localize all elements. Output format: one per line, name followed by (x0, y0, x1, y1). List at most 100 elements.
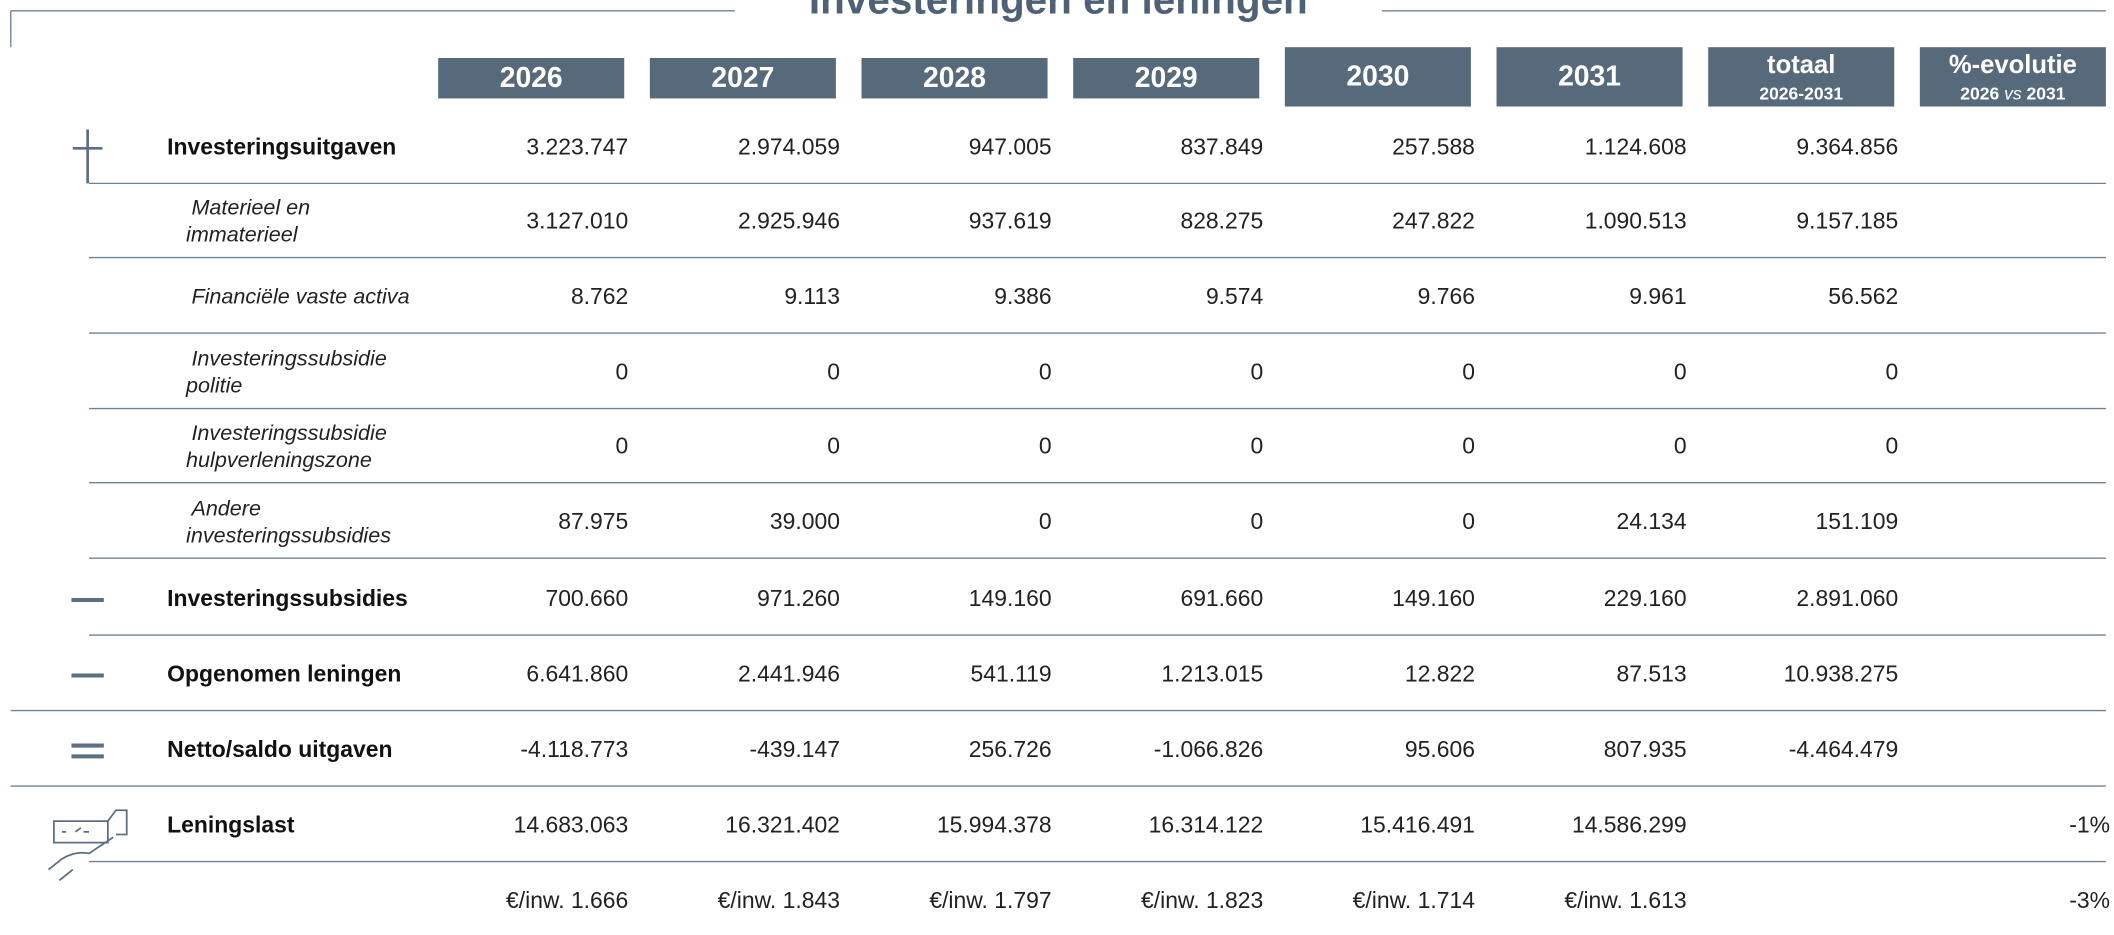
header-label: 2031 (1558, 60, 1621, 92)
cell-value: 6.641.860 (526, 661, 628, 687)
cell-value: 2.441.946 (738, 661, 840, 687)
cell-value: 0 (1462, 433, 1475, 459)
header-cell (1496, 47, 1683, 107)
cell-value: 10.938.275 (1784, 661, 1899, 687)
cell-value: 14.586.299 (1572, 812, 1687, 838)
cell-value: -439.147 (750, 736, 840, 762)
cell-value: 14.683.063 (514, 812, 629, 838)
header-cell (649, 57, 836, 99)
row-label: Opgenomen leningen (167, 661, 401, 687)
cell-value: 1.213.015 (1161, 661, 1263, 687)
cell-value: 15.994.378 (937, 812, 1052, 838)
cell-value: -3% (2069, 887, 2110, 913)
cell-value: 9.364.856 (1796, 133, 1898, 159)
cell-value: 9.113 (784, 283, 840, 309)
cell-value: 828.275 (1180, 208, 1263, 234)
cell-value: 9.386 (994, 283, 1051, 309)
cell-value: -1% (2069, 812, 2110, 838)
header-cell (861, 57, 1048, 99)
cell-value: 2.925.946 (738, 208, 840, 234)
cell-value: 149.160 (969, 585, 1052, 611)
cell-value: -4.464.479 (1789, 736, 1899, 762)
cell-value: 247.822 (1392, 208, 1475, 234)
cell-value: 1.124.608 (1585, 133, 1687, 159)
cell-value: 95.606 (1405, 736, 1475, 762)
cell-value: 541.119 (970, 661, 1051, 687)
cell-value: 0 (1886, 359, 1899, 385)
cell-value: -1.066.826 (1154, 736, 1264, 762)
cell-value: 0 (616, 359, 629, 385)
cell-value: 39.000 (770, 508, 840, 534)
header-label: 2026 (500, 61, 563, 93)
cell-value: 256.726 (969, 736, 1052, 762)
cell-value: 12.822 (1405, 661, 1475, 687)
cell-value: €/inw. 1.797 (929, 887, 1051, 913)
header-sub-part: 2026-2031 (1759, 83, 1843, 103)
cell-value: 0 (1462, 508, 1475, 534)
cell-value: 2.974.059 (738, 133, 840, 159)
cell-value: 16.314.122 (1149, 812, 1264, 838)
cell-value: 9.766 (1418, 283, 1475, 309)
cell-value: 149.160 (1392, 585, 1475, 611)
cell-value: €/inw. 1.613 (1564, 887, 1686, 913)
header-sub: 2026-2031 (1759, 83, 1843, 103)
row-label: Investeringssubsidies (167, 585, 408, 611)
cell-value: 0 (1039, 359, 1052, 385)
cell-value: 0 (1886, 433, 1899, 459)
cell-value: 16.321.402 (725, 812, 840, 838)
icon-hand (47, 809, 128, 882)
row-label: politie (185, 373, 242, 398)
cell-value: €/inw. 1.666 (506, 887, 628, 913)
cell-value: 0 (1674, 359, 1687, 385)
cell-value: 1.090.513 (1585, 208, 1687, 234)
cell-value: 0 (1462, 359, 1475, 385)
cell-value: 0 (1251, 433, 1264, 459)
header-label: 2029 (1135, 61, 1198, 93)
cell-value: 3.223.747 (526, 133, 628, 159)
header-cell (1919, 47, 2106, 107)
cell-value: 8.762 (571, 283, 628, 309)
title: Investeringen en leningen (809, 0, 1308, 22)
header-label: 2028 (923, 61, 986, 93)
cell-value: 947.005 (969, 133, 1052, 159)
cell-value: 9.157.185 (1796, 208, 1898, 234)
cell-value: 0 (1251, 508, 1264, 534)
cell-value: 2.891.060 (1796, 585, 1898, 611)
cell-value: 9.961 (1629, 283, 1686, 309)
cell-value: 3.127.010 (526, 208, 628, 234)
header-label: 2027 (711, 61, 774, 93)
row-label: Investeringssubsidie (191, 420, 386, 445)
row-label: hulpverleningszone (186, 447, 372, 472)
header-cell (438, 57, 625, 99)
cell-value: 257.588 (1392, 133, 1475, 159)
row-label: Netto/saldo uitgaven (167, 736, 392, 762)
cell-value: 151.109 (1815, 508, 1898, 534)
cell-value: 0 (827, 359, 840, 385)
row-label: Andere (189, 495, 261, 520)
cell-value: €/inw. 1.714 (1353, 887, 1476, 913)
cell-value: -4.118.773 (520, 736, 628, 762)
cell-value: 971.260 (757, 585, 840, 611)
header-cell (1284, 47, 1471, 107)
row-label: Materieel en (191, 195, 310, 220)
cell-value: 0 (1039, 508, 1052, 534)
cell-value: 700.660 (545, 585, 628, 611)
cell-value: 807.935 (1604, 736, 1687, 762)
cell-value: 691.660 (1180, 585, 1263, 611)
cell-value: €/inw. 1.843 (718, 887, 840, 913)
header-label: totaal (1767, 51, 1835, 79)
cell-value: 0 (1251, 359, 1264, 385)
row-label: Investeringsuitgaven (167, 133, 396, 159)
header-cell (1073, 57, 1260, 99)
cell-value: 837.849 (1180, 133, 1263, 159)
cell-value: 229.160 (1604, 585, 1687, 611)
row-label: immaterieel (186, 222, 299, 247)
cell-value: 0 (1674, 433, 1687, 459)
cell-value: 56.562 (1828, 283, 1898, 309)
row-label: Leningslast (167, 812, 295, 838)
cell-value: €/inw. 1.823 (1141, 887, 1263, 913)
header-label: %-evolutie (1949, 51, 2077, 79)
cell-value: 0 (616, 433, 629, 459)
row-label: Investeringssubsidie (191, 346, 386, 371)
